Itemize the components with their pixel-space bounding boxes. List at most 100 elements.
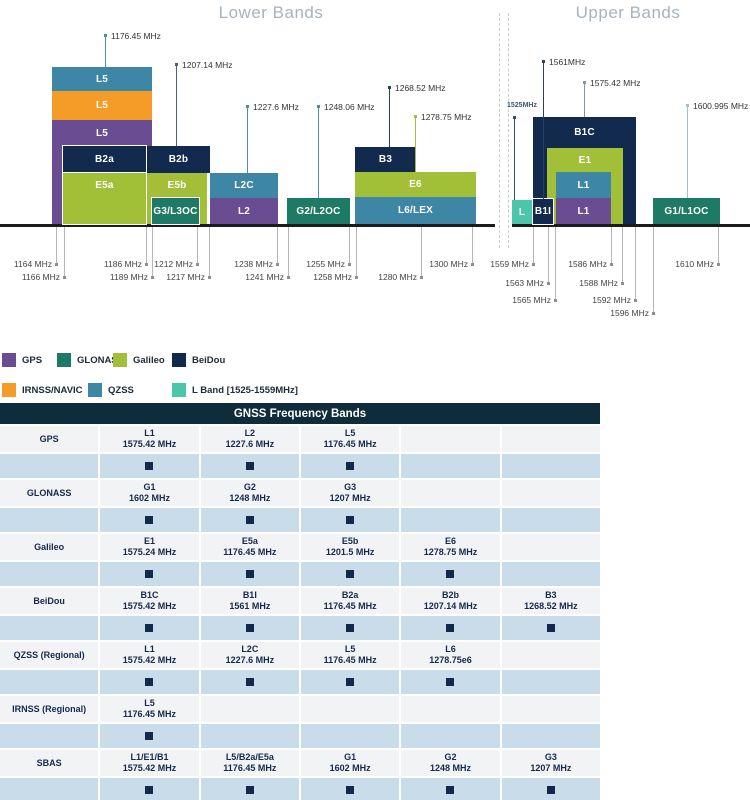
band-block-l1: L1 xyxy=(556,198,611,224)
band-block-e5a: E5a xyxy=(63,173,146,224)
marker-cell xyxy=(301,508,400,532)
frequency-edge-label: 1258 MHz xyxy=(313,272,352,282)
frequency-edge-dot xyxy=(144,263,148,266)
beidou-color-swatch-icon xyxy=(172,353,186,367)
legend-label: QZSS xyxy=(108,384,134,396)
frequency-edge-dot xyxy=(150,276,154,279)
band-block-l5: L5 xyxy=(52,67,152,91)
marker-square-icon xyxy=(546,786,555,794)
band-block-label: B2a xyxy=(95,154,114,165)
marker-cell xyxy=(301,454,400,478)
band-block-g3-l3oc: G3/L3OC xyxy=(152,198,199,224)
frequency-edge-line xyxy=(653,227,654,313)
frequency-edge-label: 1592 MHz xyxy=(592,295,631,305)
frequency-marker-dot xyxy=(542,60,545,63)
frequency-edge-dot xyxy=(286,276,290,279)
band-cell: E5a 1176.45 MHz xyxy=(200,534,299,560)
frequency-edge-dot xyxy=(419,276,423,279)
band-frequency: 1176.45 MHz xyxy=(323,601,377,611)
band-block-b2b: B2b xyxy=(147,146,210,173)
frequency-marker-dot xyxy=(388,86,391,89)
system-name-cell: SBAS xyxy=(0,750,99,776)
band-name: L5/B2a/E5a xyxy=(225,752,274,762)
frequency-marker-line xyxy=(543,61,544,199)
table-row-markers xyxy=(0,724,600,748)
band-name: G1 xyxy=(143,482,156,492)
band-name: L6 xyxy=(445,644,456,654)
band-block-label: B3 xyxy=(378,154,393,165)
frequency-marker-line xyxy=(318,106,319,198)
marker-square-icon xyxy=(346,786,355,794)
band-cell: L5 1176.45 MHz xyxy=(301,426,400,452)
marker-cell xyxy=(100,508,199,532)
marker-cell xyxy=(501,454,600,478)
frequency-marker-dot xyxy=(104,34,107,37)
band-name: G3 xyxy=(344,482,357,492)
marker-square-icon xyxy=(346,624,355,632)
band-name: E5b xyxy=(341,536,359,546)
band-cell: G1 1602 MHz xyxy=(301,750,400,776)
band-frequency: 1602 MHz xyxy=(128,493,170,503)
band-cell: B3 1268.52 MHz xyxy=(501,588,600,614)
lower-bands-title: Lower Bands xyxy=(218,3,324,22)
band-frequency: 1248 MHz xyxy=(429,763,471,773)
table-row-info: GPS L1 1575.42 MHz L2 1227.6 MHz L5 1176.45 MH… xyxy=(0,426,600,452)
frequency-marker-dot xyxy=(686,104,689,107)
frequency-edge-label: 1241 MHz xyxy=(245,272,284,282)
band-block-label: E6 xyxy=(409,179,422,190)
marker-square-icon xyxy=(145,624,154,632)
marker-cell xyxy=(200,616,299,640)
marker-cell xyxy=(100,670,199,694)
band-cell xyxy=(200,696,299,722)
band-block-b1i: B1I xyxy=(533,199,553,224)
frequency-edge-line xyxy=(472,227,473,264)
table-body: GPS L1 1575.42 MHz L2 1227.6 MHz L5 1176.45 MH… xyxy=(0,426,600,800)
table-row-markers xyxy=(0,670,600,694)
frequency-edge-line xyxy=(152,227,153,277)
gnss-frequency-table: GNSS Frequency Bands GPS L1 1575.42 MHz L2 1… xyxy=(0,403,600,800)
frequency-edge-label: 1280 MHz xyxy=(378,272,417,282)
band-cell: L6 1278.75e6 xyxy=(401,642,500,668)
gps-color-swatch-icon xyxy=(2,353,16,367)
frequency-edge-line xyxy=(277,227,278,264)
band-cell xyxy=(501,534,600,560)
band-block-label: L5 xyxy=(95,73,109,85)
band-name: B2a xyxy=(341,590,359,600)
table-row-markers xyxy=(0,616,600,640)
band-cell xyxy=(401,696,500,722)
frequency-edge-dot xyxy=(62,276,66,279)
legend-label: GPS xyxy=(22,354,43,366)
band-cell xyxy=(501,642,600,668)
frequency-edge-label: 1255 MHz xyxy=(306,259,345,269)
frequency-edge-line xyxy=(635,227,636,300)
band-frequency: 1207 MHz xyxy=(329,493,371,503)
frequency-edge-dot xyxy=(275,263,279,266)
marker-square-icon xyxy=(346,516,355,524)
band-cell xyxy=(301,696,400,722)
table-row-markers xyxy=(0,778,600,800)
frequency-edge-line xyxy=(611,227,612,264)
marker-square-icon xyxy=(145,570,154,578)
band-cell xyxy=(401,480,500,506)
band-frequency: 1176.45 MHz xyxy=(122,709,177,719)
frequency-marker-line xyxy=(584,82,585,117)
marker-square-icon xyxy=(346,462,355,470)
frequency-label: 1278.75 MHz xyxy=(421,112,472,122)
marker-cell xyxy=(501,670,600,694)
frequency-edge-label: 1189 MHz xyxy=(109,272,148,282)
band-name: L5 xyxy=(144,698,155,708)
legend-item-glonass: GLONASS xyxy=(57,353,124,367)
upper-bands-title: Upper Bands xyxy=(575,3,681,22)
band-name: B3 xyxy=(545,590,557,600)
marker-cell xyxy=(0,724,99,748)
system-name-cell: IRNSS (Regional) xyxy=(0,696,99,722)
band-cell: E1 1575.24 MHz xyxy=(100,534,199,560)
band-block-label: G2/L2OC xyxy=(296,205,341,217)
frequency-edge-line xyxy=(548,227,549,283)
band-frequency: 1575.42 MHz xyxy=(122,763,177,773)
band-name: G1 xyxy=(344,752,357,762)
band-block-b3: B3 xyxy=(355,147,416,172)
marker-square-icon xyxy=(446,570,455,578)
frequency-marker-line xyxy=(247,106,248,173)
